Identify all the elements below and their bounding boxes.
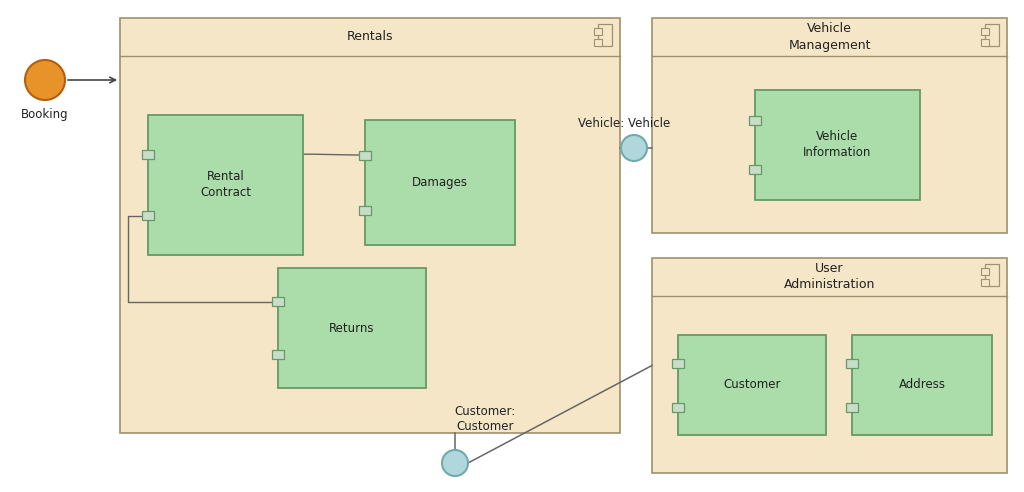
Bar [652, 258, 1007, 473]
Circle shape [442, 450, 468, 476]
Bar [142, 211, 154, 220]
Bar [985, 24, 999, 46]
Bar [272, 297, 284, 306]
Text: Address: Address [898, 378, 945, 392]
Bar [120, 18, 620, 433]
Bar [981, 28, 989, 35]
Bar [594, 39, 602, 46]
Bar [142, 150, 154, 159]
Circle shape [621, 135, 647, 161]
Bar [278, 268, 426, 388]
Text: Damages: Damages [412, 176, 468, 189]
Text: Customer: Customer [723, 378, 780, 392]
Circle shape [25, 60, 65, 100]
Bar [594, 28, 602, 35]
Bar [672, 402, 684, 411]
Bar [359, 206, 371, 215]
Bar [272, 350, 284, 359]
Bar [846, 402, 858, 411]
Bar [652, 18, 1007, 233]
Bar [846, 359, 858, 368]
Text: Vehicle: Vehicle: Vehicle: Vehicle [578, 117, 670, 130]
Bar [678, 335, 826, 435]
Bar [365, 120, 515, 245]
Bar [672, 359, 684, 368]
Text: Customer:
Customer: Customer: Customer [455, 405, 516, 433]
Text: Rentals: Rentals [347, 31, 393, 43]
Bar [985, 264, 999, 286]
Bar [359, 151, 371, 159]
Bar [981, 39, 989, 46]
Text: User
Administration: User Administration [783, 263, 876, 291]
Bar [981, 268, 989, 275]
Text: Rental
Contract: Rental Contract [200, 171, 251, 199]
Bar [749, 165, 761, 174]
Text: Vehicle
Management: Vehicle Management [788, 23, 870, 52]
Bar [755, 90, 920, 200]
Bar [852, 335, 992, 435]
Text: Booking: Booking [22, 108, 69, 121]
Bar [598, 24, 612, 46]
Text: Vehicle
Information: Vehicle Information [803, 130, 871, 159]
Bar [148, 115, 303, 255]
Bar [981, 279, 989, 286]
Text: Returns: Returns [330, 321, 375, 335]
Bar [749, 116, 761, 125]
